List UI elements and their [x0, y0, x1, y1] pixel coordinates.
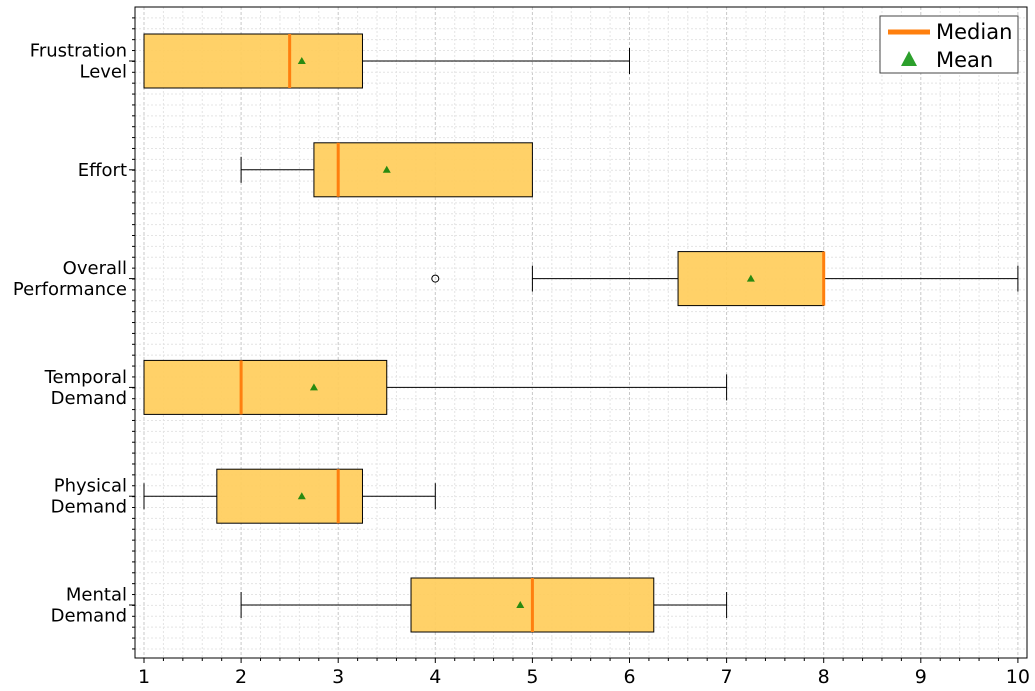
y-category-label: Mental [66, 585, 127, 606]
box-iqr [143, 33, 363, 89]
legend-mean-swatch [901, 51, 917, 66]
mean-marker [382, 165, 391, 173]
x-tick-label: 3 [332, 666, 344, 688]
mean-marker [297, 57, 306, 64]
box-iqr [143, 359, 388, 415]
x-tick-label: 1 [138, 666, 150, 688]
y-category-label: Level [79, 62, 127, 83]
x-tick-label: 10 [1006, 666, 1030, 688]
mean-marker [516, 601, 525, 608]
box-iqr [313, 142, 533, 198]
y-category-label: Demand [51, 497, 127, 518]
y-category-label: Performance [13, 279, 127, 300]
y-category-label: Physical [54, 476, 127, 497]
outlier-point [431, 274, 440, 283]
box-group [431, 251, 1019, 307]
y-category-label: Effort [78, 160, 127, 181]
y-category-label: Frustration [30, 41, 127, 62]
y-category-label: Temporal [44, 367, 127, 388]
x-tick-label: 4 [429, 666, 441, 688]
box-group [240, 577, 728, 633]
y-category-label: Overall [63, 258, 127, 279]
mean-marker [297, 492, 306, 500]
mean-marker [309, 383, 318, 391]
x-tick-label: 7 [721, 666, 733, 688]
grid [135, 7, 1027, 658]
box-group [143, 33, 630, 89]
x-tick-label: 9 [915, 666, 927, 688]
box-iqr [216, 468, 363, 524]
legend: Median Mean [879, 15, 1019, 74]
x-tick-label: 2 [235, 666, 247, 688]
x-tick-label: 5 [526, 666, 538, 688]
legend-median-label: Median [936, 20, 1012, 44]
y-category-label: Demand [51, 606, 127, 627]
plot-frame [134, 6, 1028, 659]
box-group [240, 142, 533, 198]
legend-mean-label: Mean [936, 48, 993, 72]
x-tick-label: 6 [623, 666, 635, 688]
mean-marker [746, 274, 755, 282]
y-category-label: Demand [51, 388, 127, 409]
x-tick-label: 8 [818, 666, 830, 688]
box-group [143, 468, 436, 524]
box-group [143, 359, 728, 415]
boxes [143, 33, 1019, 633]
